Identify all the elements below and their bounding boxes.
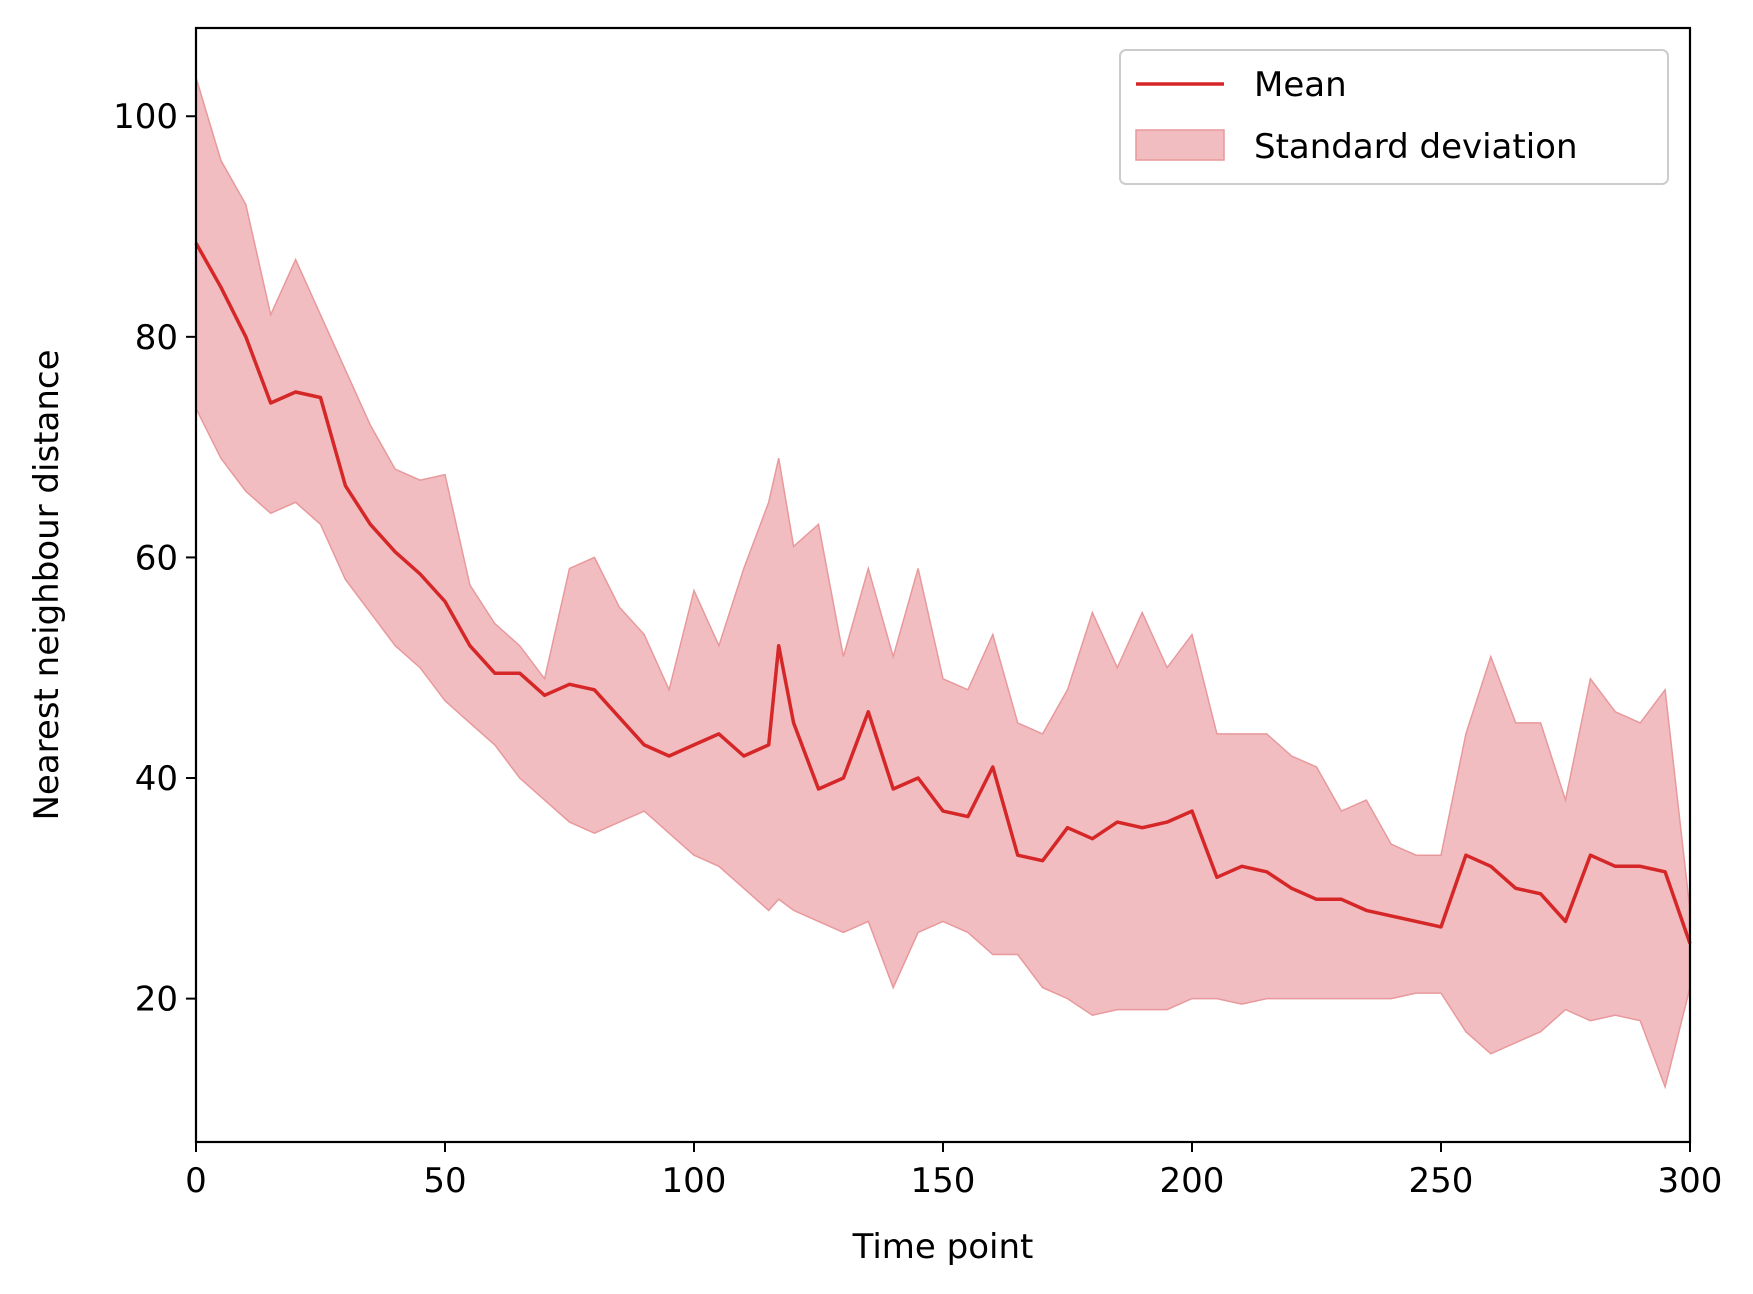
y-tick-label: 80 xyxy=(135,318,178,358)
y-axis-label: Nearest neighbour distance xyxy=(27,349,67,820)
y-tick-label: 100 xyxy=(113,97,178,137)
legend-band-swatch xyxy=(1135,129,1225,161)
y-tick-label: 40 xyxy=(135,759,178,799)
x-tick-label: 250 xyxy=(1409,1161,1474,1201)
x-tick-label: 100 xyxy=(662,1161,727,1201)
y-tick-label: 60 xyxy=(135,538,178,578)
y-tick-label: 20 xyxy=(135,980,178,1020)
y-axis-ticks: 20 40 60 80 100 xyxy=(113,97,196,1020)
x-tick-label: 50 xyxy=(423,1161,466,1201)
mean-line xyxy=(194,242,1692,945)
x-axis-ticks: 0 50 100 150 200 250 300 xyxy=(185,1142,1722,1201)
axes-frame xyxy=(194,26,1692,1144)
legend-mean-label: Mean xyxy=(1254,65,1347,105)
x-axis-label: Time point xyxy=(852,1227,1034,1267)
legend-band-label: Standard deviation xyxy=(1254,127,1578,167)
x-tick-label: 200 xyxy=(1160,1161,1225,1201)
x-tick-label: 150 xyxy=(911,1161,976,1201)
legend: Mean Standard deviation xyxy=(1119,49,1669,185)
x-tick-label: 300 xyxy=(1658,1161,1723,1201)
legend-frame xyxy=(1119,49,1669,185)
x-tick-label: 0 xyxy=(185,1161,207,1201)
